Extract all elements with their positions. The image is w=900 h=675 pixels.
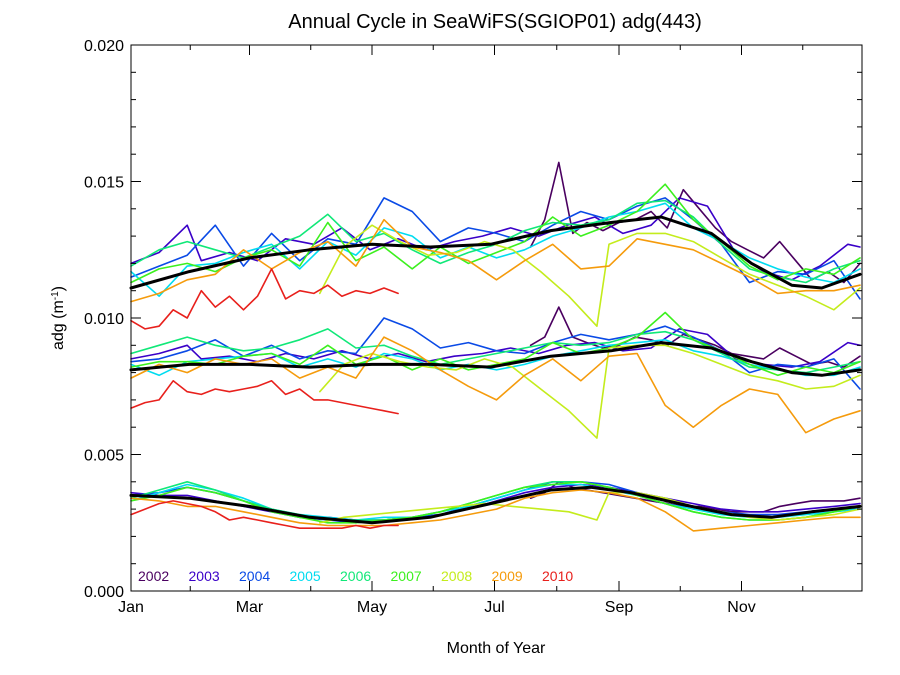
y-axis-label: adg (m-1) [50, 286, 68, 350]
legend-entry-2003: 2003 [189, 568, 220, 584]
x-tick-label: Sep [605, 599, 634, 616]
legend-entry-2005: 2005 [290, 568, 321, 584]
legend-entry-2002: 2002 [138, 568, 169, 584]
y-tick-label: 0.005 [84, 448, 124, 465]
series-2002-middle-line [529, 306, 861, 368]
series-lines [129, 161, 862, 532]
y-axis-label-sup: -1 [50, 291, 61, 300]
climatology-upper-line [129, 215, 862, 290]
climatology-lower-line [129, 485, 862, 525]
y-axis-label-end: ) [50, 286, 67, 291]
series-2006-upper-line [130, 199, 861, 284]
y-axis-label-base: adg (m [50, 300, 67, 350]
legend-entry-2004: 2004 [239, 568, 270, 584]
series-2010-middle-line [130, 380, 399, 415]
y-tick-label: 0.010 [84, 311, 124, 328]
x-tick-label: Nov [727, 599, 755, 616]
x-tick-label: Jul [484, 599, 504, 616]
chart-title: Annual Cycle in SeaWiFS(SGIOP01) adg(443… [288, 11, 702, 33]
series-2009-upper-line [130, 218, 861, 303]
series-2010-upper-line [130, 268, 399, 330]
series-2010-lower-line [130, 500, 399, 529]
legend-entry-2007: 2007 [391, 568, 422, 584]
y-tick-label: 0.015 [84, 175, 124, 192]
legend-entry-2006: 2006 [340, 568, 371, 584]
x-tick-labels: Jan Mar May Jul Sep Nov [118, 599, 756, 616]
x-tick-label: Mar [236, 599, 264, 616]
axis-ticks [130, 44, 862, 592]
climatology-middle-line [129, 341, 862, 377]
y-tick-labels: 0.000 0.005 0.010 0.015 0.020 [84, 38, 124, 601]
legend-entry-2008: 2008 [441, 568, 472, 584]
x-tick-label: Jan [118, 599, 144, 616]
series-2006-middle-line [130, 328, 861, 374]
series-2009-middle-line [130, 336, 861, 434]
series-2008-lower-line [319, 491, 861, 524]
y-tick-label: 0.020 [84, 38, 124, 55]
legend-entry-2009: 2009 [492, 568, 523, 584]
legend-entry-2010: 2010 [542, 568, 573, 584]
series-2004-upper-line [130, 197, 861, 300]
series-2007-lower-line [130, 481, 861, 524]
series-2005-upper-line [130, 202, 861, 297]
legend: 2002 2003 2004 2005 2006 2007 2008 2009 2010 [138, 568, 573, 584]
y-tick-label: 0.000 [84, 584, 124, 601]
x-axis-label: Month of Year [447, 640, 546, 657]
series-2007-middle-line [130, 311, 861, 377]
series-2008-middle-line [319, 344, 861, 439]
x-tick-label: May [357, 599, 387, 616]
series-2009-lower-line [130, 489, 861, 532]
series-2004-middle-line [130, 317, 861, 390]
